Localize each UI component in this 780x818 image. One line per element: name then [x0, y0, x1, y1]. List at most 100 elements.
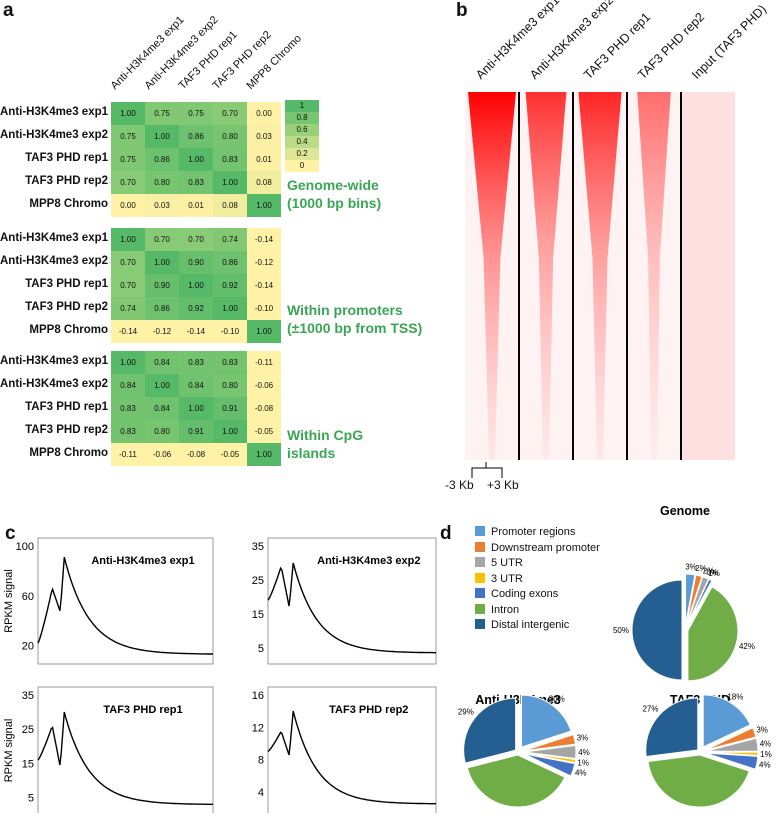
heatmap-cell: 0.84 — [145, 351, 179, 374]
heatmap-cell: 0.80 — [213, 125, 247, 148]
panel-label-c: c — [5, 523, 16, 544]
heatmap-cell: -0.10 — [247, 297, 281, 320]
pie-slice-label: 1% — [760, 750, 772, 759]
heatmap-cell: 0.75 — [111, 148, 145, 171]
heatmap-cell: 1.00 — [111, 228, 145, 251]
y-tick-label: 8 — [258, 755, 264, 767]
heatmap-cell: 1.00 — [179, 274, 213, 297]
heatmap-cell: 0.70 — [111, 274, 145, 297]
row-label: TAF3 PHD rep1 — [25, 152, 108, 164]
pie-slice-label: 1% — [708, 569, 720, 578]
colorbar-tick: 0 — [285, 160, 319, 172]
pie-slice — [521, 694, 572, 748]
pie-slice — [705, 727, 757, 751]
heatmap-cell: -0.11 — [111, 443, 145, 466]
metagene-profiles: Anti-H3K4me3 exp1 100 60 20 RPKM signal Anti-… — [0, 530, 440, 818]
heatmap-annotation: Genome-wide (1000 bp bins) — [287, 177, 382, 211]
heatmap-cell: 0.70 — [179, 228, 213, 251]
heatmap-cell: 0.00 — [111, 194, 145, 217]
pie-charts: Genome3%2%2%0%1%42%50%Anti-H3K4me320%3%4… — [458, 504, 772, 808]
colorbar-tick: 0.2 — [285, 148, 319, 160]
legend-label: Downstream promoter — [491, 541, 600, 554]
row-label: Anti-H3K4me3 exp2 — [0, 255, 109, 267]
heatmap-cell: -0.14 — [247, 228, 281, 251]
legend-swatch — [475, 557, 485, 567]
profile-line — [267, 710, 436, 805]
pie-slice — [647, 754, 750, 808]
heatmap-cell: -0.14 — [179, 320, 213, 343]
panel-label-d: d — [440, 523, 452, 544]
y-tick-label: 12 — [252, 722, 264, 734]
heatmap-cell: 0.84 — [179, 374, 213, 397]
heatmap-cell: 0.70 — [145, 228, 179, 251]
row-label: TAF3 PHD rep2 — [25, 175, 108, 187]
legend-swatch — [475, 572, 485, 583]
heatmap-cell: 1.00 — [145, 374, 179, 397]
row-label: Anti-H3K4me3 exp1 — [0, 106, 109, 118]
pie-slice-label: 1% — [577, 758, 589, 767]
row-label: TAF3 PHD rep2 — [25, 301, 108, 313]
pie-slice-label: 20% — [549, 695, 565, 704]
heatmap-cell: 0.70 — [111, 251, 145, 274]
heatmap-cell: 0.86 — [213, 251, 247, 274]
heatmap-cell: -0.12 — [145, 320, 179, 343]
pie-slice — [466, 754, 566, 808]
heatmap-cell: 0.83 — [111, 420, 145, 443]
heatmap-cell: -0.12 — [247, 251, 281, 274]
pie-slice-label: 4% — [575, 768, 587, 777]
legend-item: 3 UTR — [475, 572, 523, 585]
heatmap-cell: 0.08 — [213, 194, 247, 217]
colorbar-tick: 0.6 — [285, 124, 319, 136]
heatmap-cell: 0.03 — [247, 125, 281, 148]
pie-slice-label: 3% — [577, 734, 589, 743]
heatmap-cell: 1.00 — [111, 351, 145, 374]
pie-slice-label: 27% — [642, 704, 658, 713]
legend-label: Promoter regions — [491, 526, 576, 538]
pie-slice — [687, 578, 713, 625]
heatmap-cell: 0.84 — [145, 397, 179, 420]
profile-line — [267, 562, 436, 654]
row-label: Anti-H3K4me3 exp1 — [0, 355, 109, 367]
y-tick-label: 60 — [22, 591, 34, 603]
signal-band — [637, 92, 671, 460]
pie-slice — [686, 574, 703, 625]
heatmap-cell: 0.90 — [145, 274, 179, 297]
plot-title: TAF3 PHD rep1 — [103, 704, 182, 716]
heatmap-cell: 0.83 — [213, 351, 247, 374]
heatmap-cell: 0.80 — [145, 171, 179, 194]
legend-label: 5 UTR — [491, 557, 523, 569]
signal-band — [681, 92, 735, 460]
legend-swatch — [475, 526, 485, 536]
row-label: Anti-H3K4me3 exp2 — [0, 129, 109, 141]
legend-label: Distal intergenic — [491, 619, 570, 631]
pie-slice — [685, 573, 696, 625]
heatmap-cell: -0.14 — [111, 320, 145, 343]
legend-item: 5 UTR — [475, 557, 523, 569]
pie-slice — [705, 752, 759, 770]
y-tick-label: 5 — [258, 643, 264, 655]
legend-swatch — [475, 603, 485, 614]
plot-title: Anti-H3K4me3 exp1 — [91, 555, 194, 567]
heatmap-cell: 0.83 — [111, 397, 145, 420]
heatmap-cell: 0.01 — [247, 148, 281, 171]
pie-slice-label: 2% — [703, 566, 715, 575]
row-label: TAF3 PHD rep1 — [25, 401, 108, 413]
genomic-distribution: Promoter regions Downstream promoter 5 UTR… — [440, 500, 780, 813]
heatmap-cell: 0.70 — [111, 171, 145, 194]
y-tick-label: 20 — [22, 641, 34, 653]
heatmap-cell: 0.92 — [213, 274, 247, 297]
heatmap-tracks — [465, 92, 735, 478]
signal-band — [525, 92, 567, 460]
heatmap-cell: -0.06 — [145, 443, 179, 466]
legend-item: Promoter regions — [475, 526, 575, 538]
heatmap-cell: -0.08 — [179, 443, 213, 466]
heatmap-cell: 0.70 — [213, 102, 247, 125]
y-tick-label: 35 — [252, 541, 264, 553]
legend-swatch — [475, 588, 485, 598]
signal-heatmap: Anti-H3K4me3 exp1 Anti-H3K4me3 exp2 TAF3 P… — [445, 0, 780, 520]
heatmap-cell: 0.74 — [213, 228, 247, 251]
y-tick-label: 16 — [252, 690, 264, 702]
axis-arrow-left — [471, 462, 487, 478]
colorbar-tick: 0.4 — [285, 136, 319, 148]
heatmap-cell: 0.83 — [213, 148, 247, 171]
